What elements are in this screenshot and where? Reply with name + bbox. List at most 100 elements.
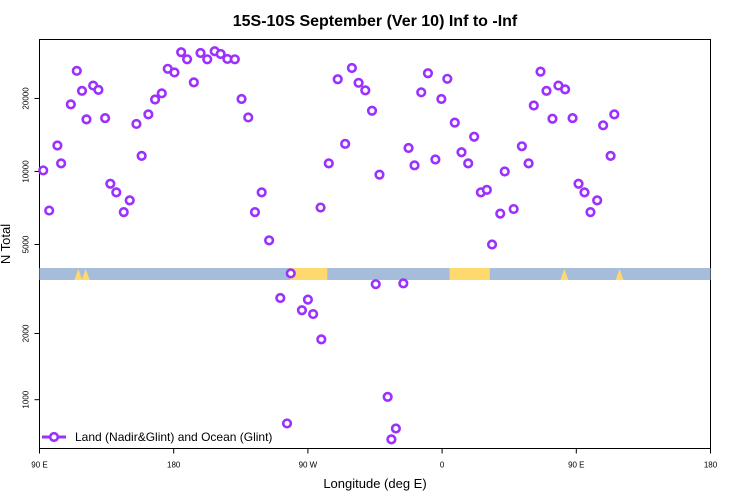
data-point [463,158,474,169]
data-point [353,77,364,88]
data-point [390,423,401,434]
land-sliver [560,269,569,280]
data-point [149,94,161,105]
data-point [535,66,546,77]
x-axis-label: Longitude (deg E) [323,476,426,491]
data-point [598,120,609,131]
data-point [567,112,578,124]
data-point [323,158,334,169]
legend-label: Land (Nadir&Glint) and Ocean (Glint) [75,430,272,444]
plot-frame [39,39,711,449]
data-point [81,114,92,125]
data-point [495,208,506,219]
chart-title: 15S-10S September (Ver 10) Inf to -Inf [233,13,518,30]
data-point [136,150,147,161]
data-point [370,279,381,290]
data-point [296,305,308,316]
data-point [499,166,510,177]
ocean-band [39,268,711,280]
data-point [38,165,49,176]
data-point [315,202,326,213]
data-point [243,112,254,123]
data-point [93,84,104,95]
data-point [188,77,199,88]
data-point [285,268,296,279]
data-point [516,141,527,152]
x-tick-label: 0 [440,461,445,470]
data-point [100,112,111,124]
data-point [302,294,314,305]
data-point [332,74,343,85]
land-sliver [81,269,90,280]
data-point [44,205,55,216]
y-axis: 5000 10000 20000 1000 2000 [22,87,40,409]
x-tick-label: 180 [704,461,718,470]
land-sliver [615,269,624,280]
data-point [236,93,247,105]
data-point [360,85,371,96]
data-point [592,195,603,206]
x-tick-label: 180 [167,461,181,470]
data-point [195,47,206,59]
data-point [65,99,76,110]
data-point [169,67,180,78]
land-ocean-strip [39,268,711,280]
data-point [156,88,167,99]
data-point [76,85,88,96]
data-point [547,113,558,124]
data-point [52,140,63,151]
data-point [403,142,414,154]
data-point [609,109,620,120]
data-point [416,87,427,98]
data-point [229,54,240,65]
data-point [256,187,267,198]
data-point [386,434,397,445]
data-point [398,278,409,289]
x-tick-label: 90 E [568,461,584,470]
data-point [541,85,552,96]
data-point [528,100,539,111]
y-tick-label: 20000 [22,87,31,110]
data-points [38,46,620,445]
data-point [382,391,393,402]
data-point [176,47,187,58]
data-point [469,131,480,142]
data-point [105,178,116,189]
y-axis-label: N Total [0,224,13,264]
data-point [308,308,319,320]
data-point [573,178,584,189]
data-point [346,62,357,74]
y-tick-label: 1000 [22,390,31,408]
x-axis: 90 E 180 90 W 0 90 E 180 [31,448,718,470]
data-point [56,158,67,169]
data-point [374,169,385,180]
data-point [560,84,571,95]
x-tick-label: 90 E [31,461,47,470]
data-point [430,154,441,165]
data-point [523,158,534,169]
data-point [202,54,213,65]
data-point [366,105,378,116]
data-point [340,138,351,149]
data-point [124,195,135,206]
data-point [249,207,261,218]
data-point [442,73,453,84]
data-point [182,54,193,65]
data-point [449,117,460,128]
y-tick-label: 2000 [22,324,31,342]
data-point [316,334,327,345]
data-point [215,48,226,60]
land-block [290,268,328,280]
data-point [579,187,590,198]
data-point [111,187,122,198]
data-point [508,203,519,215]
data-point [409,160,420,171]
data-point [486,239,498,250]
legend: Land (Nadir&Glint) and Ocean (Glint) [42,430,272,444]
data-point [275,292,286,304]
x-tick-label: 90 W [299,461,318,470]
y-tick-label: 5000 [22,235,31,253]
data-point [585,207,596,218]
data-point [264,235,275,246]
